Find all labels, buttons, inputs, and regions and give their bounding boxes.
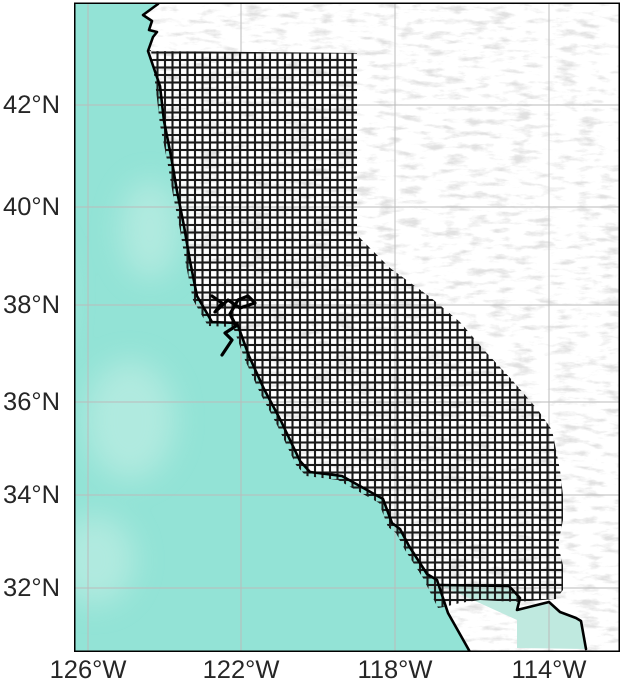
svg-text:118°W: 118°W [358, 656, 433, 684]
svg-text:114°W: 114°W [512, 656, 587, 684]
svg-text:32°N: 32°N [3, 574, 60, 602]
svg-text:40°N: 40°N [3, 193, 60, 221]
svg-text:42°N: 42°N [3, 91, 60, 119]
svg-text:122°W: 122°W [203, 656, 280, 684]
svg-text:36°N: 36°N [3, 388, 60, 416]
svg-text:38°N: 38°N [3, 291, 60, 319]
svg-text:34°N: 34°N [3, 481, 60, 509]
svg-text:126°W: 126°W [50, 656, 127, 684]
